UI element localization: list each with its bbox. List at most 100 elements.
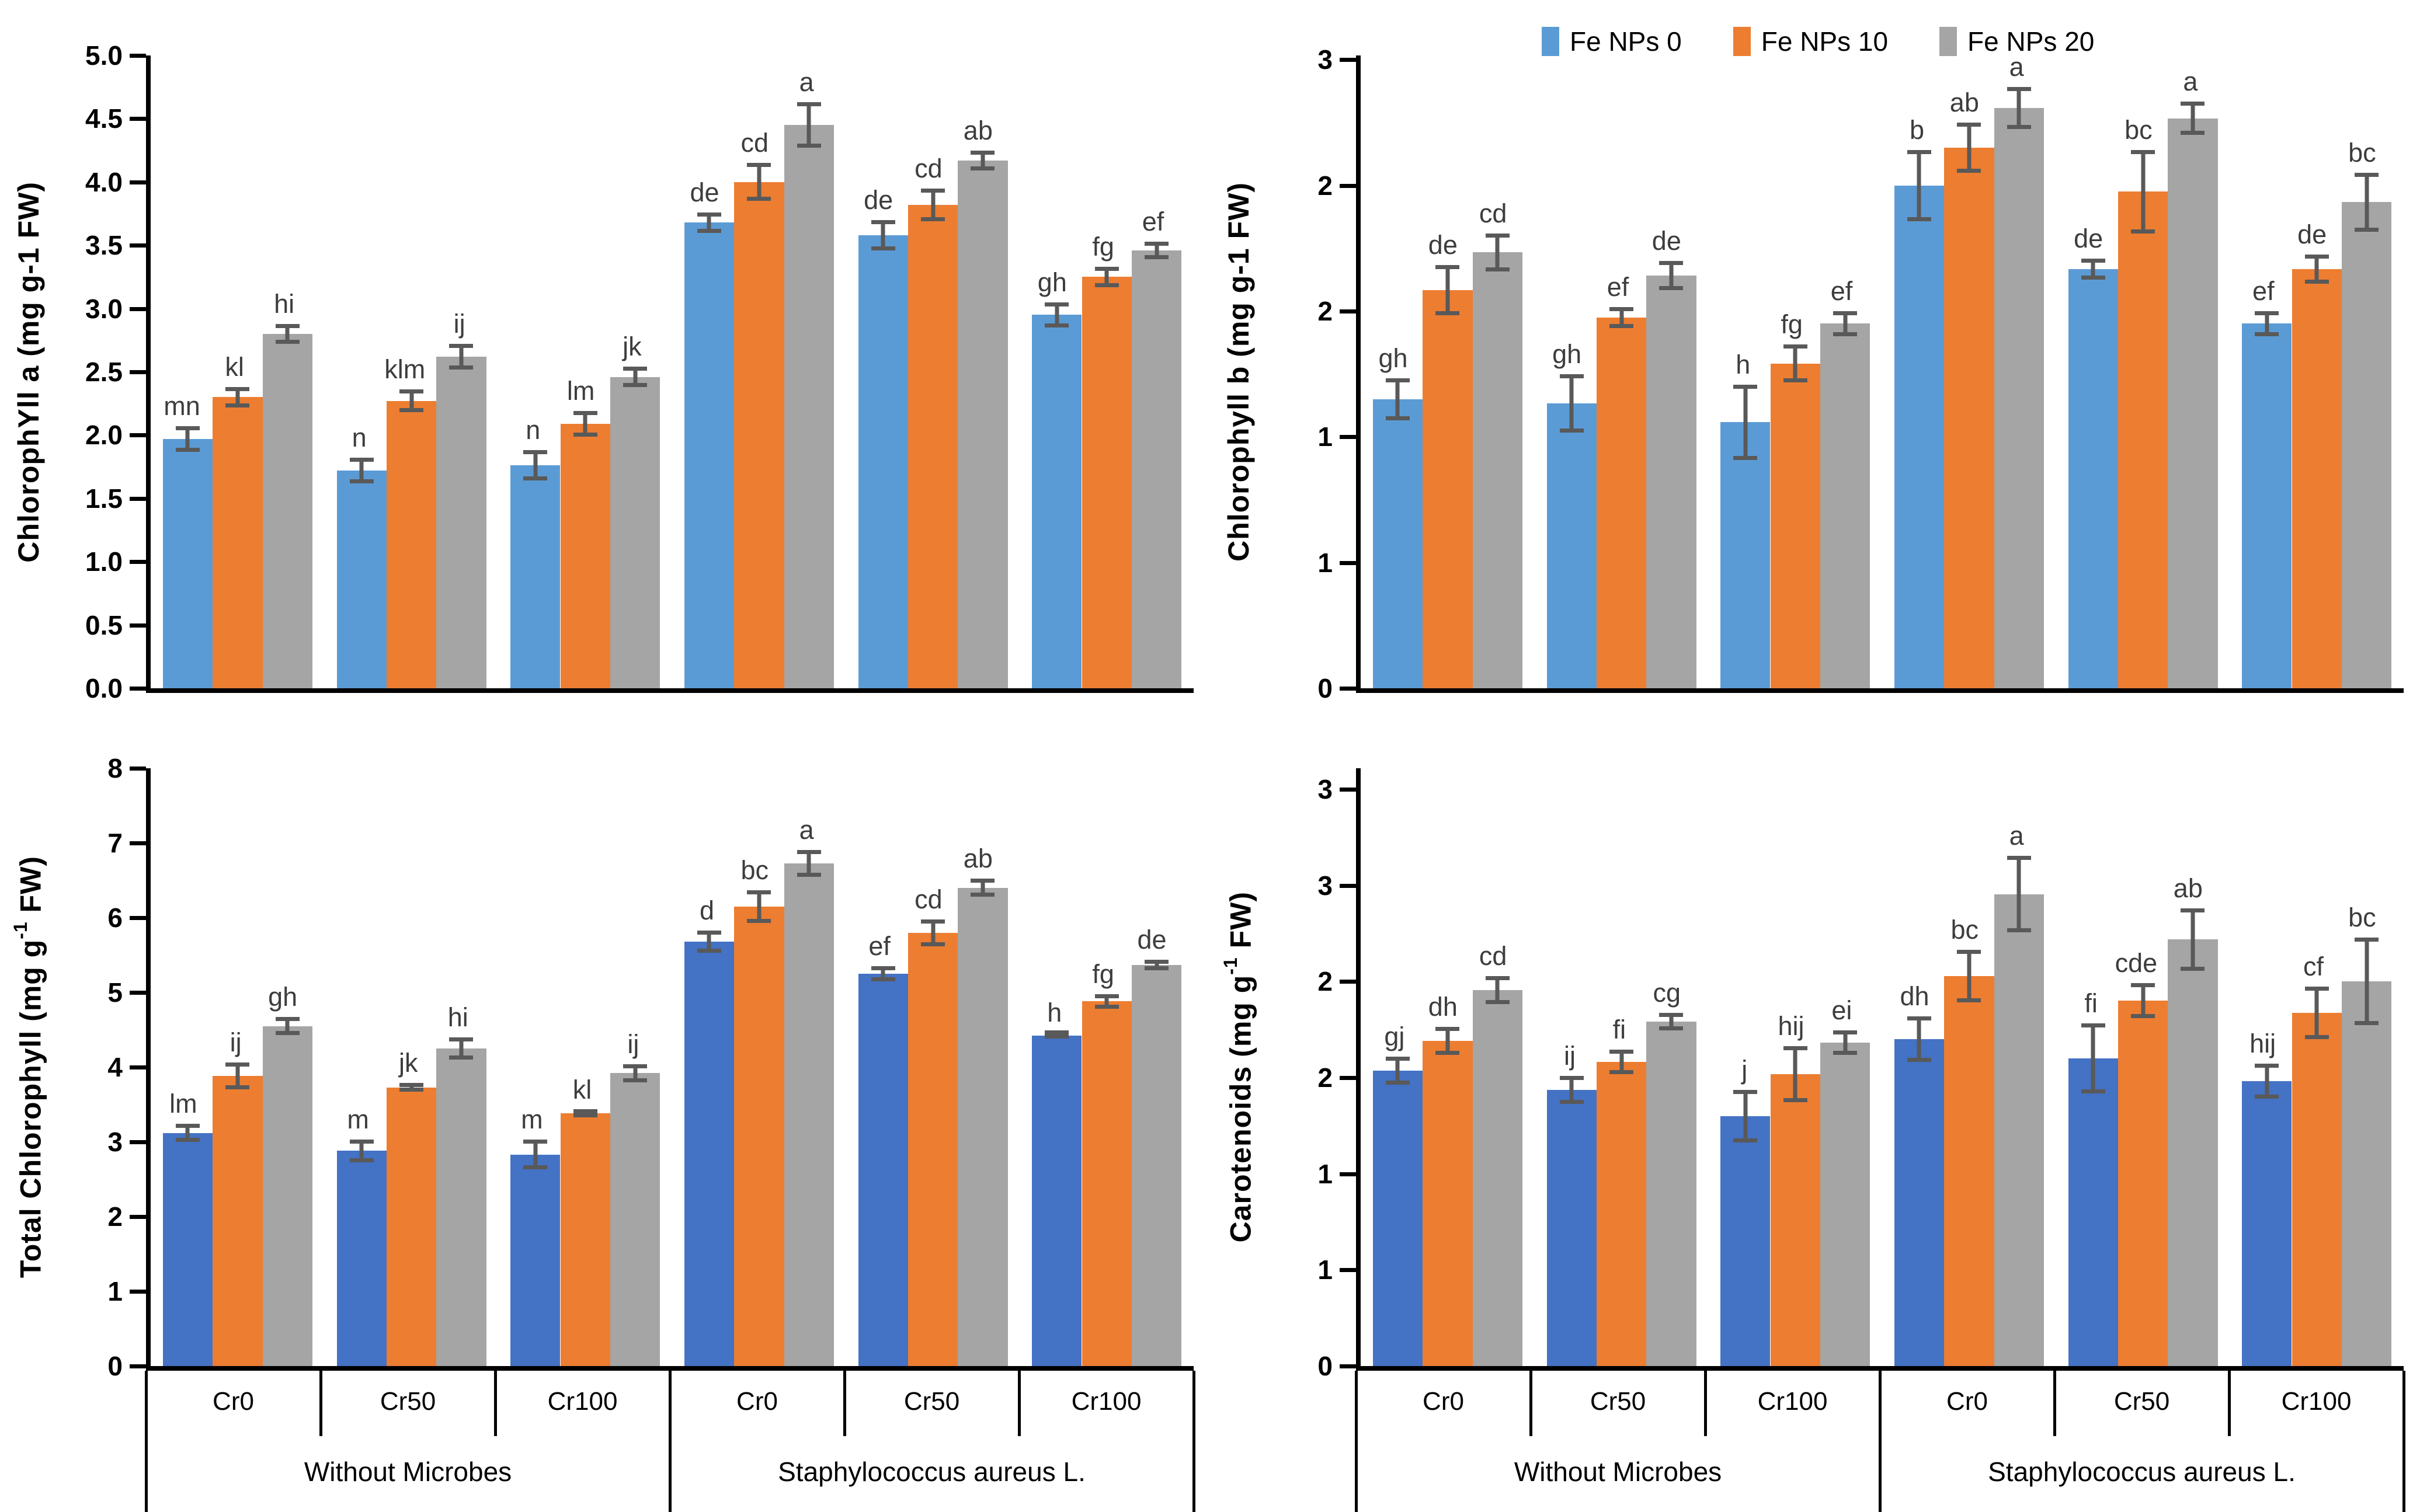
significance-letter: n <box>352 423 367 453</box>
group-label: Without Microbes <box>1514 1457 1722 1487</box>
error-bar <box>623 367 647 388</box>
significance-letter: d <box>699 895 715 925</box>
y-axis-tick-label: 4 <box>107 1052 123 1082</box>
y-axis-tick <box>1340 1268 1356 1273</box>
legend-label: Fe NPs 10 <box>1761 26 1889 57</box>
error-bar <box>1094 267 1119 287</box>
legend-swatch-gray-icon <box>1939 27 1957 56</box>
significance-letter: ij <box>1563 1040 1576 1071</box>
y-axis-tick-label: 1 <box>1317 1158 1333 1189</box>
category-label: Cr50 <box>1590 1387 1646 1416</box>
y-axis-tick-label: 1 <box>1317 421 1333 452</box>
panel-chlorophyll-b: Chlorophyll b (mg g-1 FW) 3 2 2 1 1 0 gh gh h b de e… <box>1210 0 2420 752</box>
axis-separator-line <box>493 1371 497 1436</box>
y-axis-tick <box>1340 1364 1356 1368</box>
bar-fe-nps-20 <box>1994 107 2044 688</box>
significance-letter: ab <box>1949 87 1979 117</box>
bar-fe-nps-10 <box>213 397 263 688</box>
bar-fe-nps-0 <box>2068 1058 2118 1366</box>
error-bar <box>1609 306 1633 328</box>
legend-label: Fe NPs 20 <box>1967 26 2095 57</box>
significance-letter: hij <box>1778 1011 1804 1041</box>
significance-letter: a <box>799 67 814 97</box>
y-axis-tick <box>1340 560 1356 565</box>
significance-letter: a <box>2183 66 2198 96</box>
y-axis-tick <box>1340 687 1356 691</box>
y-axis-tick <box>130 1065 146 1069</box>
error-bar <box>349 458 374 483</box>
bar-fe-nps-20 <box>1131 964 1182 1366</box>
category-row: Cr0 Cr50 Cr100 Cr0 Cr50 Cr100 <box>1356 1371 2404 1436</box>
legend: Fe NPs 0 Fe NPs 10 Fe NPs 20 <box>1542 26 2094 57</box>
y-axis-tick-label: 3 <box>107 1127 123 1157</box>
bar-fe-nps-20 <box>610 1073 660 1366</box>
error-bar <box>1559 374 1584 433</box>
panel-carotenoids: Carotenoids (mg g-1 FW) 3 3 2 2 1 1 0 gj ij j dh fi h… <box>1210 752 2420 1512</box>
bar-fe-nps-0 <box>510 465 561 688</box>
significance-letter: kl <box>572 1074 592 1105</box>
bar-fe-nps-20 <box>262 1026 312 1366</box>
bar-fe-nps-20 <box>1994 894 2044 1366</box>
significance-letter: cf <box>2303 952 2324 982</box>
x-axis-labels: Cr0 Cr50 Cr100 Cr0 Cr50 Cr100 Without Microbes… <box>145 1371 1195 1512</box>
error-bar <box>399 389 423 413</box>
significance-letter: klm <box>384 354 426 385</box>
error-bar <box>921 919 945 946</box>
significance-letter: lm <box>169 1089 197 1119</box>
category-label: Cr0 <box>1423 1387 1464 1416</box>
bar-fe-nps-0 <box>2242 1081 2292 1366</box>
significance-letter: cd <box>740 128 769 158</box>
bar-fe-nps-10 <box>908 204 958 688</box>
category-label: Cr50 <box>380 1387 436 1416</box>
bar-fe-nps-20 <box>958 160 1008 688</box>
bar-fe-nps-10 <box>908 932 958 1366</box>
bar-fe-nps-20 <box>2341 202 2392 688</box>
bar-fe-nps-0 <box>684 222 735 688</box>
y-axis-tick-label: 5.0 <box>85 40 123 71</box>
axis-separator-line <box>843 1371 846 1436</box>
significance-letter: ef <box>1607 271 1629 302</box>
y-axis-tick-label: 0 <box>107 1351 123 1381</box>
bar-fe-nps-10 <box>734 182 784 688</box>
y-axis-tick-label: 2 <box>1317 1062 1333 1093</box>
y-axis-tick <box>1340 309 1356 313</box>
bar-fe-nps-10 <box>560 1113 610 1366</box>
bar-fe-nps-0 <box>336 471 387 688</box>
y-axis-tick <box>130 180 146 184</box>
axis-separator-line <box>1192 1371 1195 1512</box>
bar-fe-nps-0 <box>1032 315 1082 688</box>
y-axis-tick-label: 1 <box>107 1276 123 1307</box>
error-bar <box>1957 122 1981 173</box>
error-bar <box>2007 855 2031 933</box>
category-label: Cr50 <box>2113 1387 2170 1416</box>
error-bar <box>1559 1075 1584 1104</box>
panel-total-chlorophyll: Total Chlorophyll (mg g-1 FW) 8 7 6 5 4 3 2 1 0 lm… <box>0 752 1210 1512</box>
category-label: Cr100 <box>2281 1387 2352 1416</box>
error-bar <box>1659 260 1684 291</box>
bar-fe-nps-10 <box>1423 290 1473 688</box>
significance-letter: ef <box>2252 276 2275 306</box>
y-axis-tick-label: 2 <box>107 1201 123 1232</box>
y-axis-tick-label: 8 <box>107 753 123 783</box>
y-axis-title: Chlorophyll b (mg g-1 FW) <box>1216 55 1261 688</box>
bar-fe-nps-10 <box>2118 191 2168 688</box>
significance-letter: ij <box>627 1029 639 1059</box>
category-row: Cr0 Cr50 Cr100 Cr0 Cr50 Cr100 <box>146 1371 1194 1436</box>
error-bar <box>871 220 895 250</box>
error-bar <box>1833 1030 1857 1055</box>
bar-fe-nps-0 <box>1894 185 1945 688</box>
legend-swatch-blue-icon <box>1542 27 1559 56</box>
error-bar <box>2255 1064 2279 1099</box>
significance-letter: bc <box>740 855 769 885</box>
error-bar <box>523 1140 548 1170</box>
error-bar <box>1783 1046 1807 1102</box>
y-axis-tick <box>1340 58 1356 62</box>
bar-fe-nps-20 <box>1131 250 1182 688</box>
error-bar <box>747 890 771 923</box>
y-axis-tick-label: 1.5 <box>85 483 123 514</box>
y-axis-tick-label: 0.5 <box>85 609 123 640</box>
bar-fe-nps-20 <box>610 377 660 688</box>
bar-fe-nps-0 <box>1894 1039 1945 1366</box>
axis-separator-line <box>1703 1371 1707 1436</box>
